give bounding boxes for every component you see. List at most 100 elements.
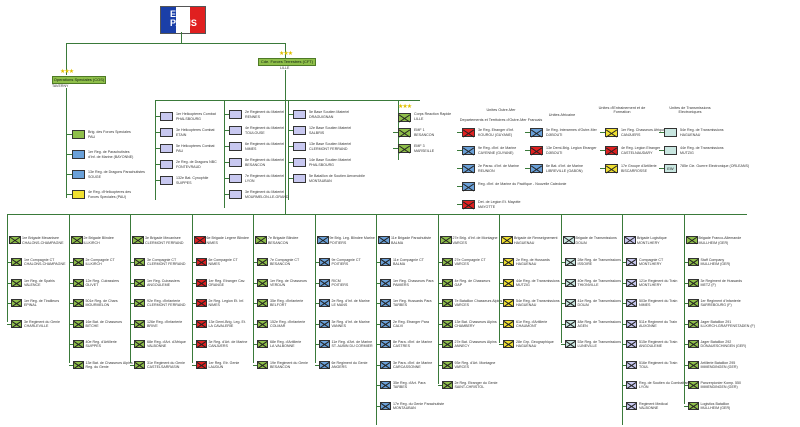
unit-symbol[interactable] [564, 278, 576, 287]
unit-symbol[interactable] [687, 401, 699, 410]
unit-symbol[interactable] [72, 299, 84, 307]
unit-symbol[interactable] [134, 319, 145, 328]
unit-symbol[interactable] [564, 258, 576, 266]
unit-symbol[interactable] [11, 319, 22, 328]
unit-symbol[interactable] [257, 319, 268, 328]
unit-symbol[interactable] [229, 110, 242, 119]
unit-symbol[interactable] [398, 144, 411, 153]
unit-symbol[interactable] [564, 299, 576, 307]
unit-symbol[interactable] [441, 299, 453, 307]
unit-symbol[interactable] [257, 360, 268, 369]
unit-symbol[interactable] [134, 258, 145, 266]
unit-symbol[interactable] [605, 164, 618, 173]
unit-symbol[interactable] [626, 360, 637, 369]
unit-symbol[interactable] [380, 319, 391, 328]
brigade-symbol[interactable] [193, 236, 206, 244]
unit-symbol[interactable] [626, 319, 637, 328]
unit-symbol[interactable] [229, 142, 242, 151]
unit-symbol[interactable] [318, 360, 330, 369]
brigade-symbol[interactable] [70, 236, 83, 244]
unit-symbol[interactable] [72, 190, 85, 199]
brigade-symbol[interactable] [316, 236, 329, 244]
unit-symbol[interactable] [462, 200, 475, 209]
unit-symbol[interactable] [462, 182, 475, 191]
brigade-symbol[interactable] [255, 236, 267, 244]
unit-symbol[interactable] [380, 360, 391, 369]
unit-symbol[interactable] [503, 258, 514, 266]
unit-symbol[interactable] [11, 299, 22, 307]
unit-symbol[interactable] [664, 128, 677, 137]
unit-symbol[interactable] [530, 146, 543, 155]
brigade-symbol[interactable] [378, 236, 390, 244]
unit-symbol[interactable] [441, 319, 453, 328]
unit-symbol[interactable]: EW [664, 164, 677, 173]
unit-symbol[interactable] [664, 146, 677, 155]
unit-symbol[interactable] [318, 299, 330, 307]
unit-symbol[interactable] [72, 319, 84, 328]
unit-symbol[interactable] [195, 299, 207, 307]
unit-symbol[interactable] [380, 340, 391, 348]
unit-symbol[interactable] [195, 278, 207, 287]
unit-symbol[interactable] [687, 360, 699, 369]
brigade-symbol[interactable] [562, 236, 575, 244]
unit-symbol[interactable] [626, 278, 637, 287]
unit-symbol[interactable] [441, 360, 453, 369]
unit-symbol[interactable] [318, 319, 330, 328]
unit-symbol[interactable] [293, 142, 306, 151]
brigade-symbol[interactable] [9, 236, 21, 244]
unit-symbol[interactable] [626, 381, 637, 389]
unit-symbol[interactable] [257, 258, 268, 266]
unit-symbol[interactable] [687, 340, 699, 348]
unit-symbol[interactable] [72, 360, 84, 369]
brigade-symbol[interactable] [132, 236, 144, 244]
unit-symbol[interactable] [462, 128, 475, 137]
unit-symbol[interactable] [503, 319, 514, 328]
brigade-symbol[interactable] [685, 236, 698, 244]
unit-symbol[interactable] [626, 299, 637, 307]
unit-symbol[interactable] [380, 381, 391, 389]
unit-symbol[interactable] [72, 340, 84, 348]
unit-symbol[interactable] [687, 299, 699, 307]
unit-symbol[interactable] [626, 258, 637, 266]
unit-symbol[interactable] [11, 258, 22, 266]
unit-symbol[interactable] [257, 278, 268, 287]
cos-command[interactable]: Operations Speciales (COS) [52, 76, 106, 84]
unit-symbol[interactable] [380, 258, 391, 266]
unit-symbol[interactable] [195, 258, 207, 266]
unit-symbol[interactable] [564, 340, 576, 348]
unit-symbol[interactable] [72, 130, 85, 139]
unit-symbol[interactable] [229, 174, 242, 183]
unit-symbol[interactable] [380, 278, 391, 287]
unit-symbol[interactable] [318, 278, 330, 287]
unit-symbol[interactable] [441, 381, 453, 389]
cft-command[interactable]: Cde. Forces Terrestres (CFT) [258, 58, 316, 66]
unit-symbol[interactable] [257, 340, 268, 348]
unit-symbol[interactable] [441, 340, 453, 348]
unit-symbol[interactable] [380, 401, 391, 410]
unit-symbol[interactable] [687, 381, 699, 389]
unit-symbol[interactable] [195, 319, 207, 328]
unit-symbol[interactable] [134, 360, 145, 369]
brigade-symbol[interactable] [501, 236, 513, 244]
unit-symbol[interactable] [503, 299, 514, 307]
unit-symbol[interactable] [687, 258, 699, 266]
unit-symbol[interactable] [605, 146, 618, 155]
unit-symbol[interactable] [160, 128, 173, 137]
unit-symbol[interactable] [293, 158, 306, 167]
unit-symbol[interactable] [72, 170, 85, 179]
unit-symbol[interactable] [160, 144, 173, 153]
unit-symbol[interactable] [462, 164, 475, 173]
unit-symbol[interactable] [72, 150, 85, 159]
unit-symbol[interactable] [530, 164, 543, 173]
unit-symbol[interactable] [293, 174, 306, 183]
unit-symbol[interactable] [11, 278, 22, 287]
unit-symbol[interactable] [160, 176, 173, 185]
brigade-symbol[interactable] [439, 236, 452, 244]
unit-symbol[interactable] [72, 258, 84, 266]
unit-symbol[interactable] [134, 340, 145, 348]
brigade-symbol[interactable] [624, 236, 636, 244]
unit-symbol[interactable] [229, 190, 242, 199]
unit-symbol[interactable] [626, 401, 637, 410]
unit-symbol[interactable] [134, 299, 145, 307]
unit-symbol[interactable] [229, 126, 242, 135]
